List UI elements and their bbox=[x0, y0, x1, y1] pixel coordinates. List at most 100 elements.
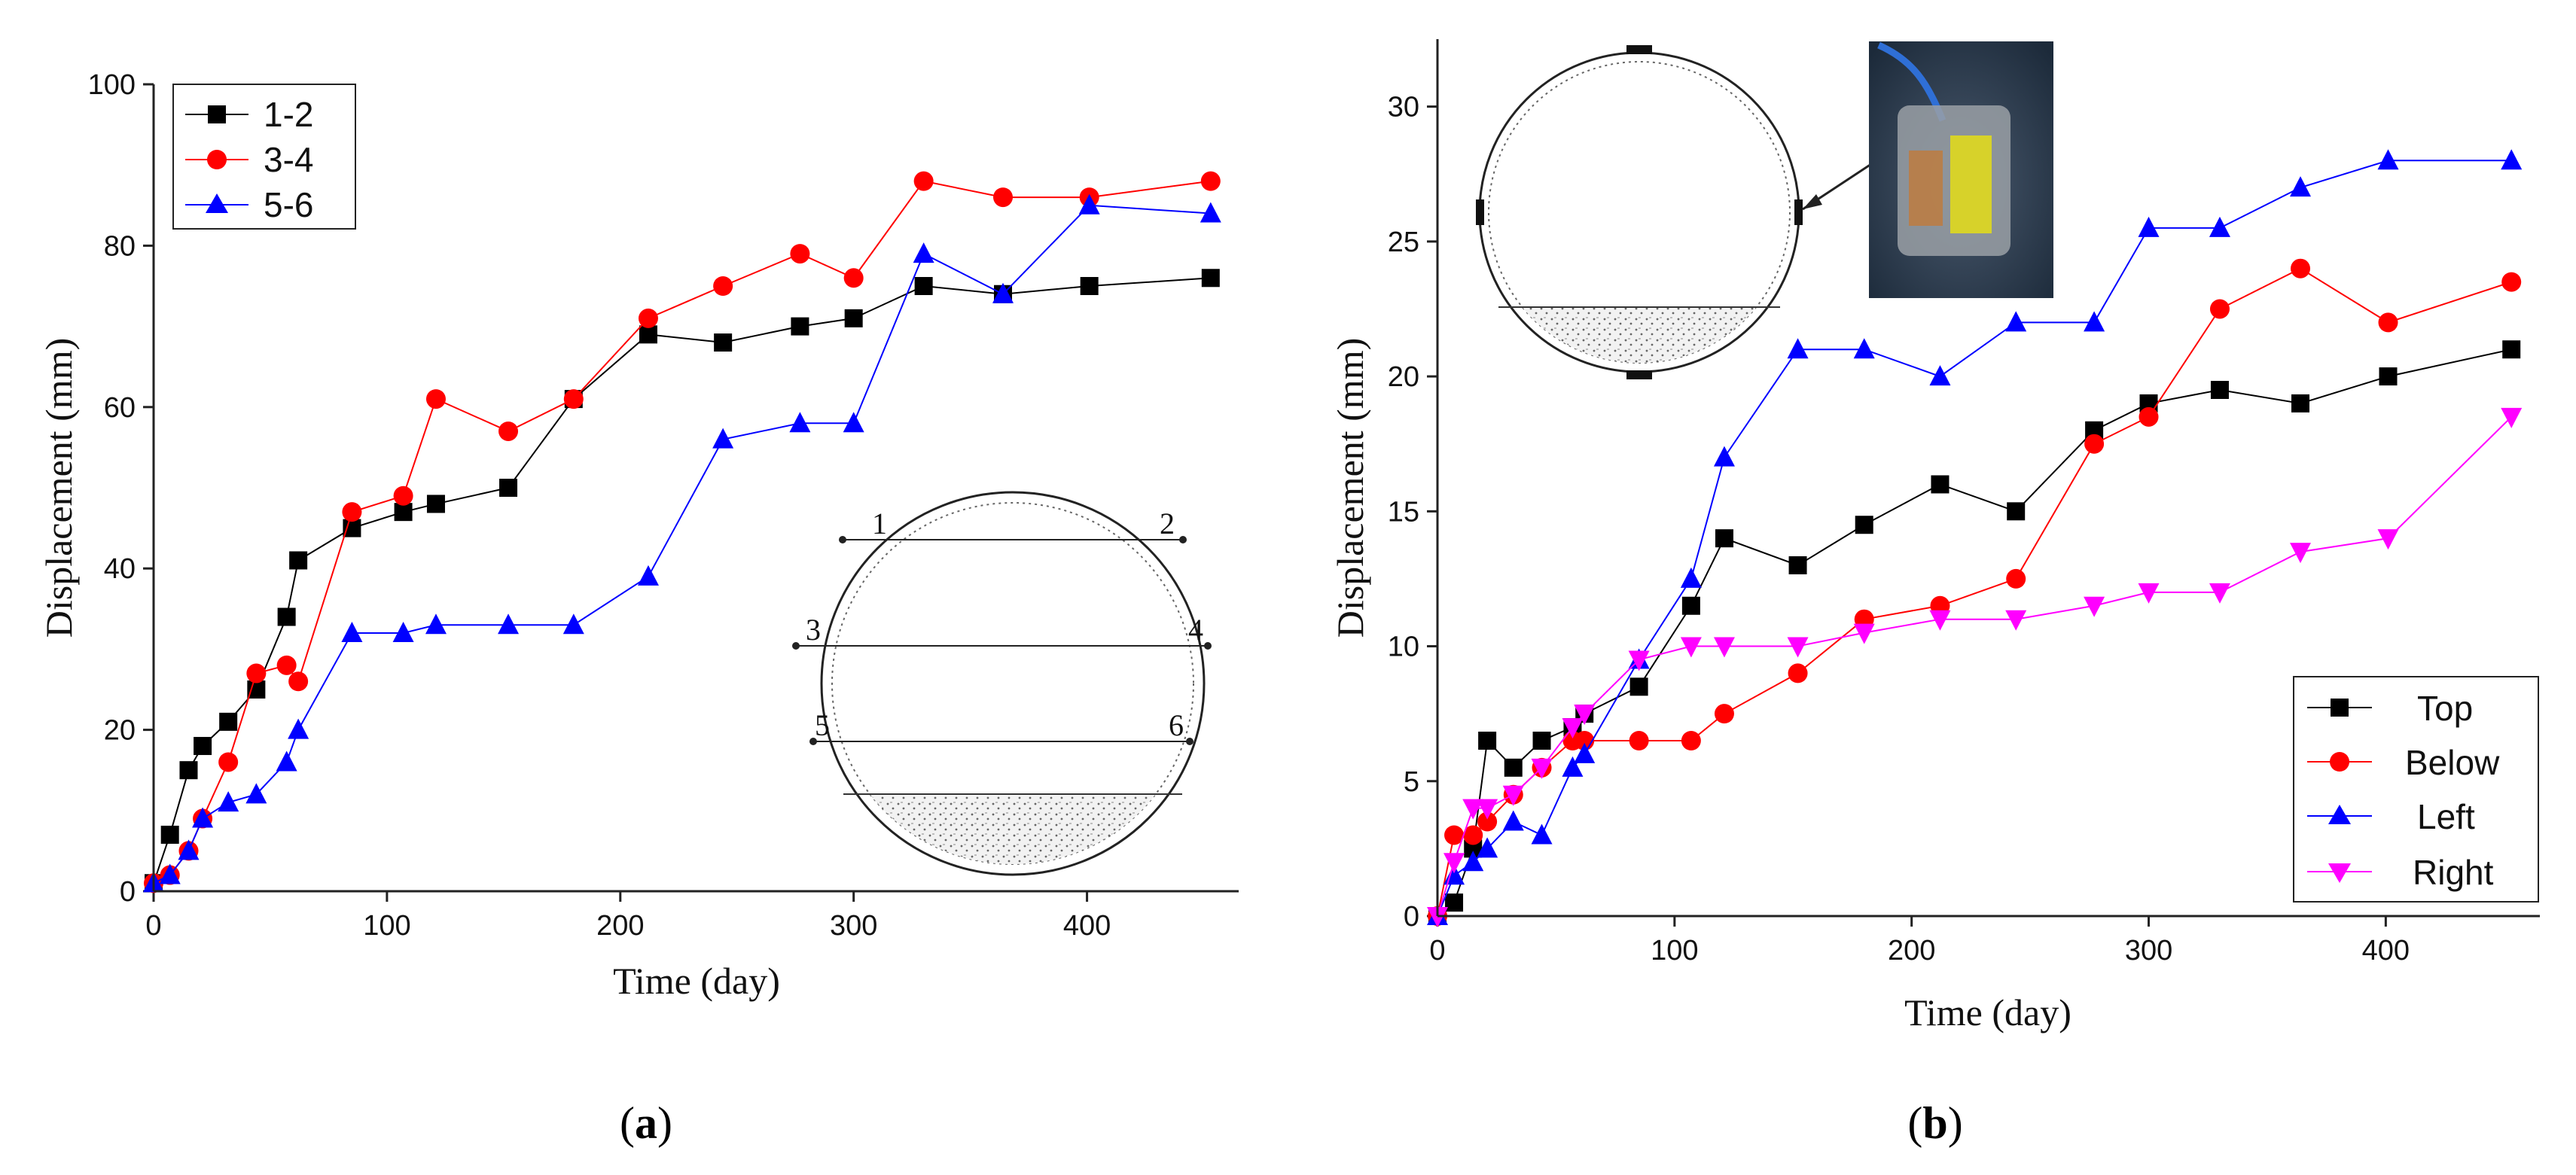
a-y-tick-label: 0 bbox=[120, 876, 136, 908]
b-data-point-right bbox=[1713, 637, 1735, 658]
b-inset-cross-section bbox=[1476, 45, 1872, 379]
b-legend-label: Left bbox=[2417, 797, 2475, 836]
b-data-point-right bbox=[1477, 799, 1498, 820]
b-photo-device-label bbox=[1950, 135, 1992, 233]
a-gauge-point bbox=[1179, 536, 1187, 543]
a-legend: 1-2 3-4 5-6 bbox=[172, 84, 356, 230]
b-data-point-right bbox=[1680, 637, 1702, 658]
a-data-point-3-4 bbox=[393, 486, 413, 506]
b-legend-item: Left bbox=[2307, 797, 2475, 836]
b-data-point-below bbox=[1463, 825, 1483, 845]
a-panel-paren-close: ) bbox=[657, 1098, 672, 1148]
a-series-group bbox=[143, 171, 1221, 893]
b-legend-marker-triangle bbox=[2328, 805, 2351, 824]
a-data-point-5-6 bbox=[992, 282, 1014, 303]
a-data-point-1-2 bbox=[179, 761, 198, 780]
a-data-point-1-2 bbox=[247, 680, 266, 699]
a-data-point-1-2 bbox=[277, 607, 296, 626]
a-data-point-1-2 bbox=[639, 325, 657, 344]
a-data-point-5-6 bbox=[245, 783, 267, 804]
b-x-tick-label: 200 bbox=[1888, 935, 1935, 966]
a-data-point-5-6 bbox=[392, 621, 414, 642]
b-y-tick-label: 30 bbox=[1388, 92, 1419, 123]
b-data-point-left bbox=[2084, 311, 2105, 332]
b-x-tick-label: 100 bbox=[1651, 935, 1698, 966]
a-legend-item: 5-6 bbox=[185, 185, 313, 224]
b-data-point-below bbox=[1788, 663, 1808, 683]
a-data-point-3-4 bbox=[713, 276, 733, 296]
b-x-axis-title: Time (day) bbox=[1904, 991, 2071, 1033]
b-data-point-left bbox=[1713, 446, 1735, 467]
b-data-point-top bbox=[1532, 732, 1551, 750]
a-data-point-1-2 bbox=[714, 333, 733, 352]
a-data-point-5-6 bbox=[712, 428, 734, 449]
a-data-point-3-4 bbox=[246, 663, 267, 683]
b-data-point-right bbox=[2377, 529, 2399, 550]
a-x-tick-label: 200 bbox=[596, 910, 644, 942]
a-data-point-3-4 bbox=[913, 171, 934, 191]
b-legend-marker-circle bbox=[2330, 752, 2349, 772]
a-legend-item: 3-4 bbox=[185, 140, 313, 179]
b-sensor-right bbox=[1794, 199, 1803, 225]
a-legend-marker-square bbox=[208, 105, 226, 123]
b-axis-ticks: 0 100 200 300 400 0 5 10 15 20 25 30 bbox=[1388, 92, 2410, 966]
a-panel-letter: a bbox=[635, 1098, 657, 1148]
a-x-tick-label: 300 bbox=[830, 910, 877, 942]
a-data-point-3-4 bbox=[1200, 171, 1221, 191]
b-data-point-left bbox=[2501, 149, 2523, 170]
b-data-point-below bbox=[2006, 568, 2026, 589]
a-data-point-1-2 bbox=[426, 495, 445, 513]
b-legend-marker-triangle-down bbox=[2328, 863, 2351, 883]
b-y-axis-title: Displacement (mm) bbox=[1329, 338, 1371, 638]
a-inset-label-2: 2 bbox=[1160, 507, 1175, 540]
b-data-point-below bbox=[2291, 258, 2311, 279]
b-data-point-left bbox=[1853, 338, 1875, 359]
a-data-point-1-2 bbox=[791, 317, 809, 336]
b-data-point-right bbox=[1574, 705, 1596, 726]
a-data-point-1-2 bbox=[1201, 269, 1220, 288]
a-data-point-5-6 bbox=[159, 863, 181, 884]
a-y-tick-label: 20 bbox=[104, 715, 136, 747]
a-panel-paren-open: ( bbox=[620, 1098, 635, 1148]
b-data-point-right bbox=[2005, 610, 2027, 631]
a-x-tick-label: 0 bbox=[145, 910, 161, 942]
b-sensor-top bbox=[1626, 45, 1652, 54]
a-legend-item: 1-2 bbox=[185, 95, 313, 134]
b-series-group bbox=[1427, 149, 2523, 927]
a-axis-ticks: 0 100 200 300 400 0 20 40 60 80 100 bbox=[88, 69, 1111, 942]
b-data-point-right bbox=[2084, 596, 2105, 617]
b-data-point-right bbox=[1502, 785, 1524, 806]
b-data-point-top bbox=[2291, 394, 2310, 412]
a-legend-label: 1-2 bbox=[264, 95, 313, 134]
b-sensor-below bbox=[1626, 370, 1652, 379]
a-data-point-5-6 bbox=[1200, 202, 1221, 223]
a-gauge-point bbox=[792, 642, 800, 650]
b-data-point-below bbox=[1714, 704, 1734, 724]
a-gauge-point bbox=[1204, 642, 1212, 650]
b-y-tick-label: 25 bbox=[1388, 227, 1419, 258]
a-legend-marker-triangle bbox=[206, 193, 228, 213]
a-data-point-1-2 bbox=[219, 712, 238, 731]
a-data-point-5-6 bbox=[913, 242, 934, 263]
b-data-point-right bbox=[1787, 637, 1809, 658]
a-data-point-3-4 bbox=[563, 389, 584, 409]
b-legend-item: Right bbox=[2307, 853, 2494, 892]
a-legend-marker-circle bbox=[207, 150, 227, 169]
b-x-tick-label: 0 bbox=[1429, 935, 1445, 966]
a-data-point-1-2 bbox=[343, 519, 361, 537]
a-inset-label-1: 1 bbox=[872, 507, 887, 540]
b-y-tick-label: 15 bbox=[1388, 496, 1419, 528]
b-data-point-below bbox=[2139, 406, 2159, 427]
b-data-point-left bbox=[1574, 742, 1596, 763]
a-data-point-5-6 bbox=[637, 565, 659, 586]
a-data-point-1-2 bbox=[1080, 277, 1099, 295]
b-data-point-top bbox=[1681, 596, 1700, 615]
b-data-point-top bbox=[1445, 893, 1464, 912]
b-x-tick-label: 400 bbox=[2362, 935, 2410, 966]
b-data-point-top bbox=[2502, 340, 2521, 359]
b-data-point-right bbox=[2209, 583, 2230, 604]
a-inset-cross-section: 1 2 3 4 5 6 bbox=[792, 491, 1212, 876]
a-data-point-3-4 bbox=[288, 671, 309, 692]
a-data-point-3-4 bbox=[638, 308, 658, 328]
a-data-point-5-6 bbox=[789, 412, 811, 433]
